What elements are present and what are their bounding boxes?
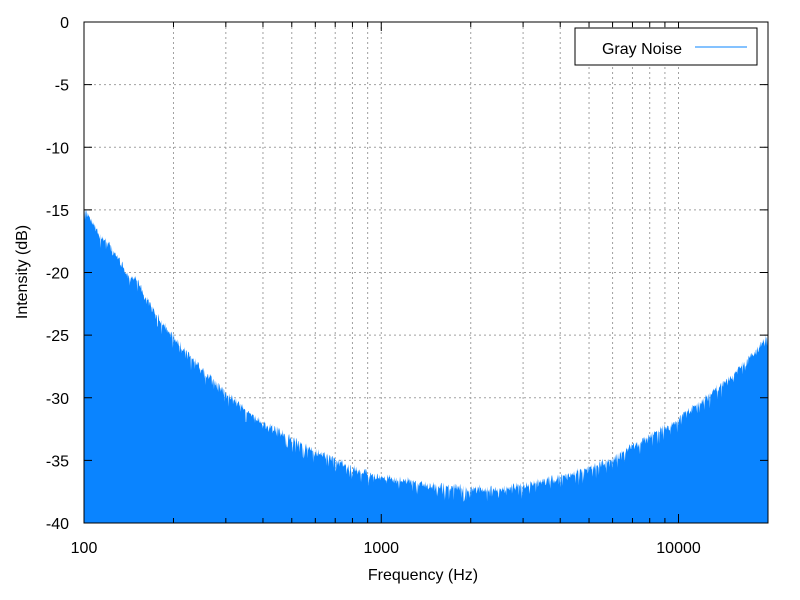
y-tick-label: 0: [60, 15, 69, 32]
y-tick-label: -35: [46, 453, 69, 470]
axis-ticks: [83, 21, 769, 524]
x-tick-label: 1000: [363, 540, 399, 557]
x-axis-label: Frequency (Hz): [368, 567, 478, 584]
series-area: [84, 204, 768, 524]
y-axis-label: Intensity (dB): [14, 225, 31, 319]
y-tick-label: -40: [46, 516, 69, 533]
y-tick-label: -5: [55, 78, 69, 95]
y-tick-label: -30: [46, 391, 69, 408]
x-tick-label: 10000: [656, 540, 701, 557]
legend: Gray Noise: [574, 27, 758, 66]
y-tick-labels: 0 -5 -10 -15 -20 -25 -30 -35 -40: [46, 15, 69, 533]
x-tick-label: 100: [71, 540, 98, 557]
x-tick-labels: 100 1000 10000: [71, 540, 701, 557]
legend-label: Gray Noise: [602, 41, 682, 58]
y-tick-label: -10: [46, 140, 69, 157]
y-tick-label: -25: [46, 328, 69, 345]
y-tick-label: -15: [46, 203, 69, 220]
y-tick-label: -20: [46, 266, 69, 283]
